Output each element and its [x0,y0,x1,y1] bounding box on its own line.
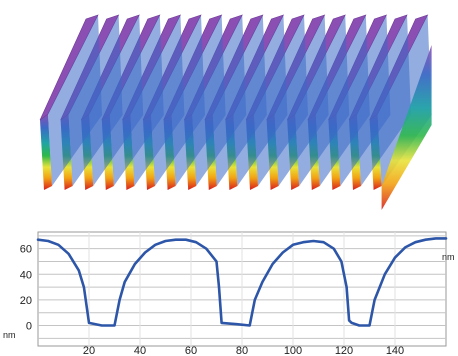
x-axis-label: nm [442,252,455,262]
x-tick-label: 100 [284,345,302,356]
x-tick-label: 140 [386,345,404,356]
y-tick-label: 20 [20,295,32,307]
x-tick-label: 60 [185,345,197,356]
x-tick-label: 40 [134,345,146,356]
x-tick-label: 120 [335,345,353,356]
x-tick-labels: 20 40 60 80 100 120 140 [83,345,404,356]
y-tick-label: 40 [20,269,32,281]
y-tick-label: 0 [26,321,32,333]
y-tick-labels: 60 40 20 0 [20,244,32,333]
x-tick-label: 20 [83,345,95,356]
x-tick-label: 80 [236,345,248,356]
y-axis-label: nm [3,330,16,340]
y-tick-label: 60 [20,244,32,256]
